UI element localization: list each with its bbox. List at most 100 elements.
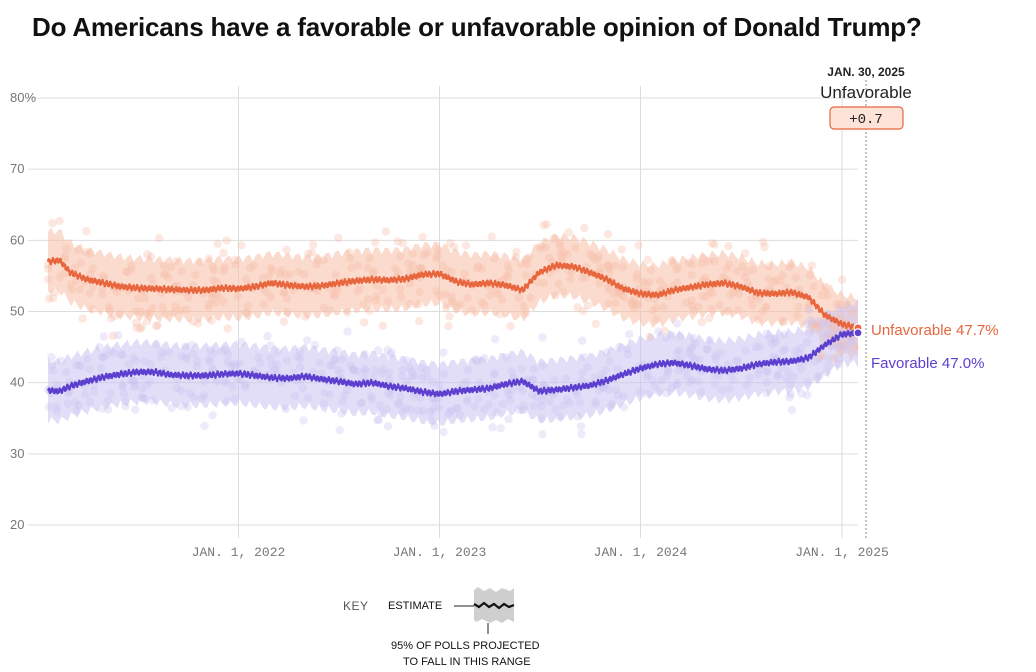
unfavorable-poll-dot <box>705 314 714 323</box>
unfavorable-poll-dot <box>404 259 413 268</box>
unfavorable-poll-dot <box>764 262 773 271</box>
favorable-poll-dot <box>455 410 464 420</box>
favorable-poll-dot <box>846 337 856 346</box>
favorable-poll-dot <box>361 366 371 376</box>
favorable-poll-dot <box>384 388 393 398</box>
unfavorable-poll-dot <box>827 321 836 330</box>
unfavorable-poll-dot <box>275 270 284 279</box>
unfavorable-poll-dot <box>131 307 141 316</box>
favorable-poll-dot <box>241 383 250 392</box>
favorable-poll-dot <box>662 389 671 398</box>
favorable-poll-dot <box>580 353 589 362</box>
unfavorable-poll-dot <box>300 312 310 321</box>
unfavorable-poll-dot <box>169 308 178 317</box>
unfavorable-poll-dot <box>414 317 424 326</box>
unfavorable-poll-dot <box>848 308 858 317</box>
tooltip-label: Unfavorable <box>820 83 912 102</box>
unfavorable-poll-dot <box>710 256 719 266</box>
unfavorable-poll-dot <box>414 300 423 309</box>
favorable-poll-dot <box>538 361 548 370</box>
favorable-poll-dot <box>675 346 684 355</box>
unfavorable-poll-dot <box>143 250 152 259</box>
unfavorable-poll-dot <box>363 263 372 273</box>
favorable-poll-dot <box>422 373 432 382</box>
favorable-poll-dot <box>452 403 461 413</box>
unfavorable-poll-dot <box>807 261 816 270</box>
unfavorable-poll-dot <box>684 258 694 267</box>
unfavorable-poll-dot <box>312 260 321 269</box>
favorable-poll-dot <box>74 361 84 370</box>
unfavorable-poll-dot <box>521 308 531 318</box>
unfavorable-poll-dot <box>743 278 752 287</box>
unfavorable-poll-dot <box>641 279 650 288</box>
unfavorable-poll-dot <box>282 294 291 303</box>
unfavorable-poll-dot <box>155 234 164 243</box>
favorable-poll-dot <box>689 333 698 343</box>
unfavorable-poll-dot <box>583 301 592 310</box>
favorable-poll-dot <box>507 367 516 376</box>
favorable-poll-dot <box>430 421 439 431</box>
favorable-poll-dot <box>532 393 541 402</box>
unfavorable-poll-dot <box>136 307 145 316</box>
favorable-poll-dot <box>504 414 513 424</box>
unfavorable-poll-dot <box>441 290 450 299</box>
favorable-poll-dot <box>766 334 775 344</box>
favorable-poll-dot <box>529 401 538 410</box>
favorable-poll-dot <box>192 356 202 365</box>
favorable-poll-dot <box>346 361 355 370</box>
unfavorable-poll-dot <box>681 298 691 307</box>
favorable-poll-dot <box>266 341 275 350</box>
unfavorable-poll-dot <box>405 267 414 276</box>
favorable-poll-dot <box>501 353 511 362</box>
unfavorable-poll-dot <box>668 256 677 265</box>
favorable-poll-dot <box>789 372 798 381</box>
favorable-poll-dot <box>572 390 582 400</box>
favorable-poll-dot <box>226 361 236 371</box>
favorable-poll-dot <box>393 399 403 408</box>
favorable-poll-dot <box>397 372 407 381</box>
favorable-poll-dot <box>664 365 673 374</box>
unfavorable-poll-dot <box>603 261 612 270</box>
favorable-poll-dot <box>667 330 676 340</box>
unfavorable-poll-dot <box>821 282 830 291</box>
unfavorable-poll-dot <box>106 314 116 323</box>
favorable-poll-dot <box>83 355 92 364</box>
unfavorable-poll-dot <box>396 292 406 302</box>
unfavorable-poll-dot <box>196 258 205 267</box>
favorable-poll-dot <box>619 392 628 401</box>
favorable-poll-dot <box>591 399 600 409</box>
unfavorable-poll-dot <box>506 322 515 331</box>
unfavorable-poll-dot <box>372 292 381 301</box>
favorable-poll-dot <box>561 374 570 383</box>
favorable-poll-dot <box>405 364 414 373</box>
favorable-poll-dot <box>417 373 427 382</box>
favorable-poll-dot <box>784 367 793 376</box>
unfavorable-poll-dot <box>591 319 600 328</box>
favorable-poll-dot <box>805 329 814 338</box>
unfavorable-poll-dot <box>632 274 641 283</box>
unfavorable-poll-dot <box>243 301 252 310</box>
unfavorable-poll-dot <box>748 301 757 310</box>
favorable-poll-dot <box>498 399 507 409</box>
favorable-poll-dot <box>773 372 782 381</box>
unfavorable-poll-dot <box>282 307 292 317</box>
favorable-poll-dot <box>266 354 275 363</box>
unfavorable-poll-dot <box>51 287 60 297</box>
favorable-poll-dot <box>729 375 738 385</box>
unfavorable-poll-dot <box>759 237 768 247</box>
favorable-poll-dot <box>538 430 547 439</box>
favorable-poll-dot <box>371 365 380 375</box>
unfavorable-poll-dot <box>734 306 743 315</box>
favorable-poll-dot <box>647 376 657 385</box>
favorable-poll-dot <box>197 394 206 403</box>
favorable-poll-dot <box>410 371 419 380</box>
favorable-poll-dot <box>663 367 673 376</box>
unfavorable-poll-dot <box>782 283 791 293</box>
unfavorable-poll-dot <box>581 272 590 281</box>
favorable-poll-dot <box>47 361 57 370</box>
favorable-poll-dot <box>222 396 231 406</box>
unfavorable-poll-dot <box>589 255 598 264</box>
favorable-poll-dot <box>769 352 778 361</box>
favorable-poll-dot <box>385 375 394 384</box>
favorable-poll-dot <box>106 346 116 355</box>
